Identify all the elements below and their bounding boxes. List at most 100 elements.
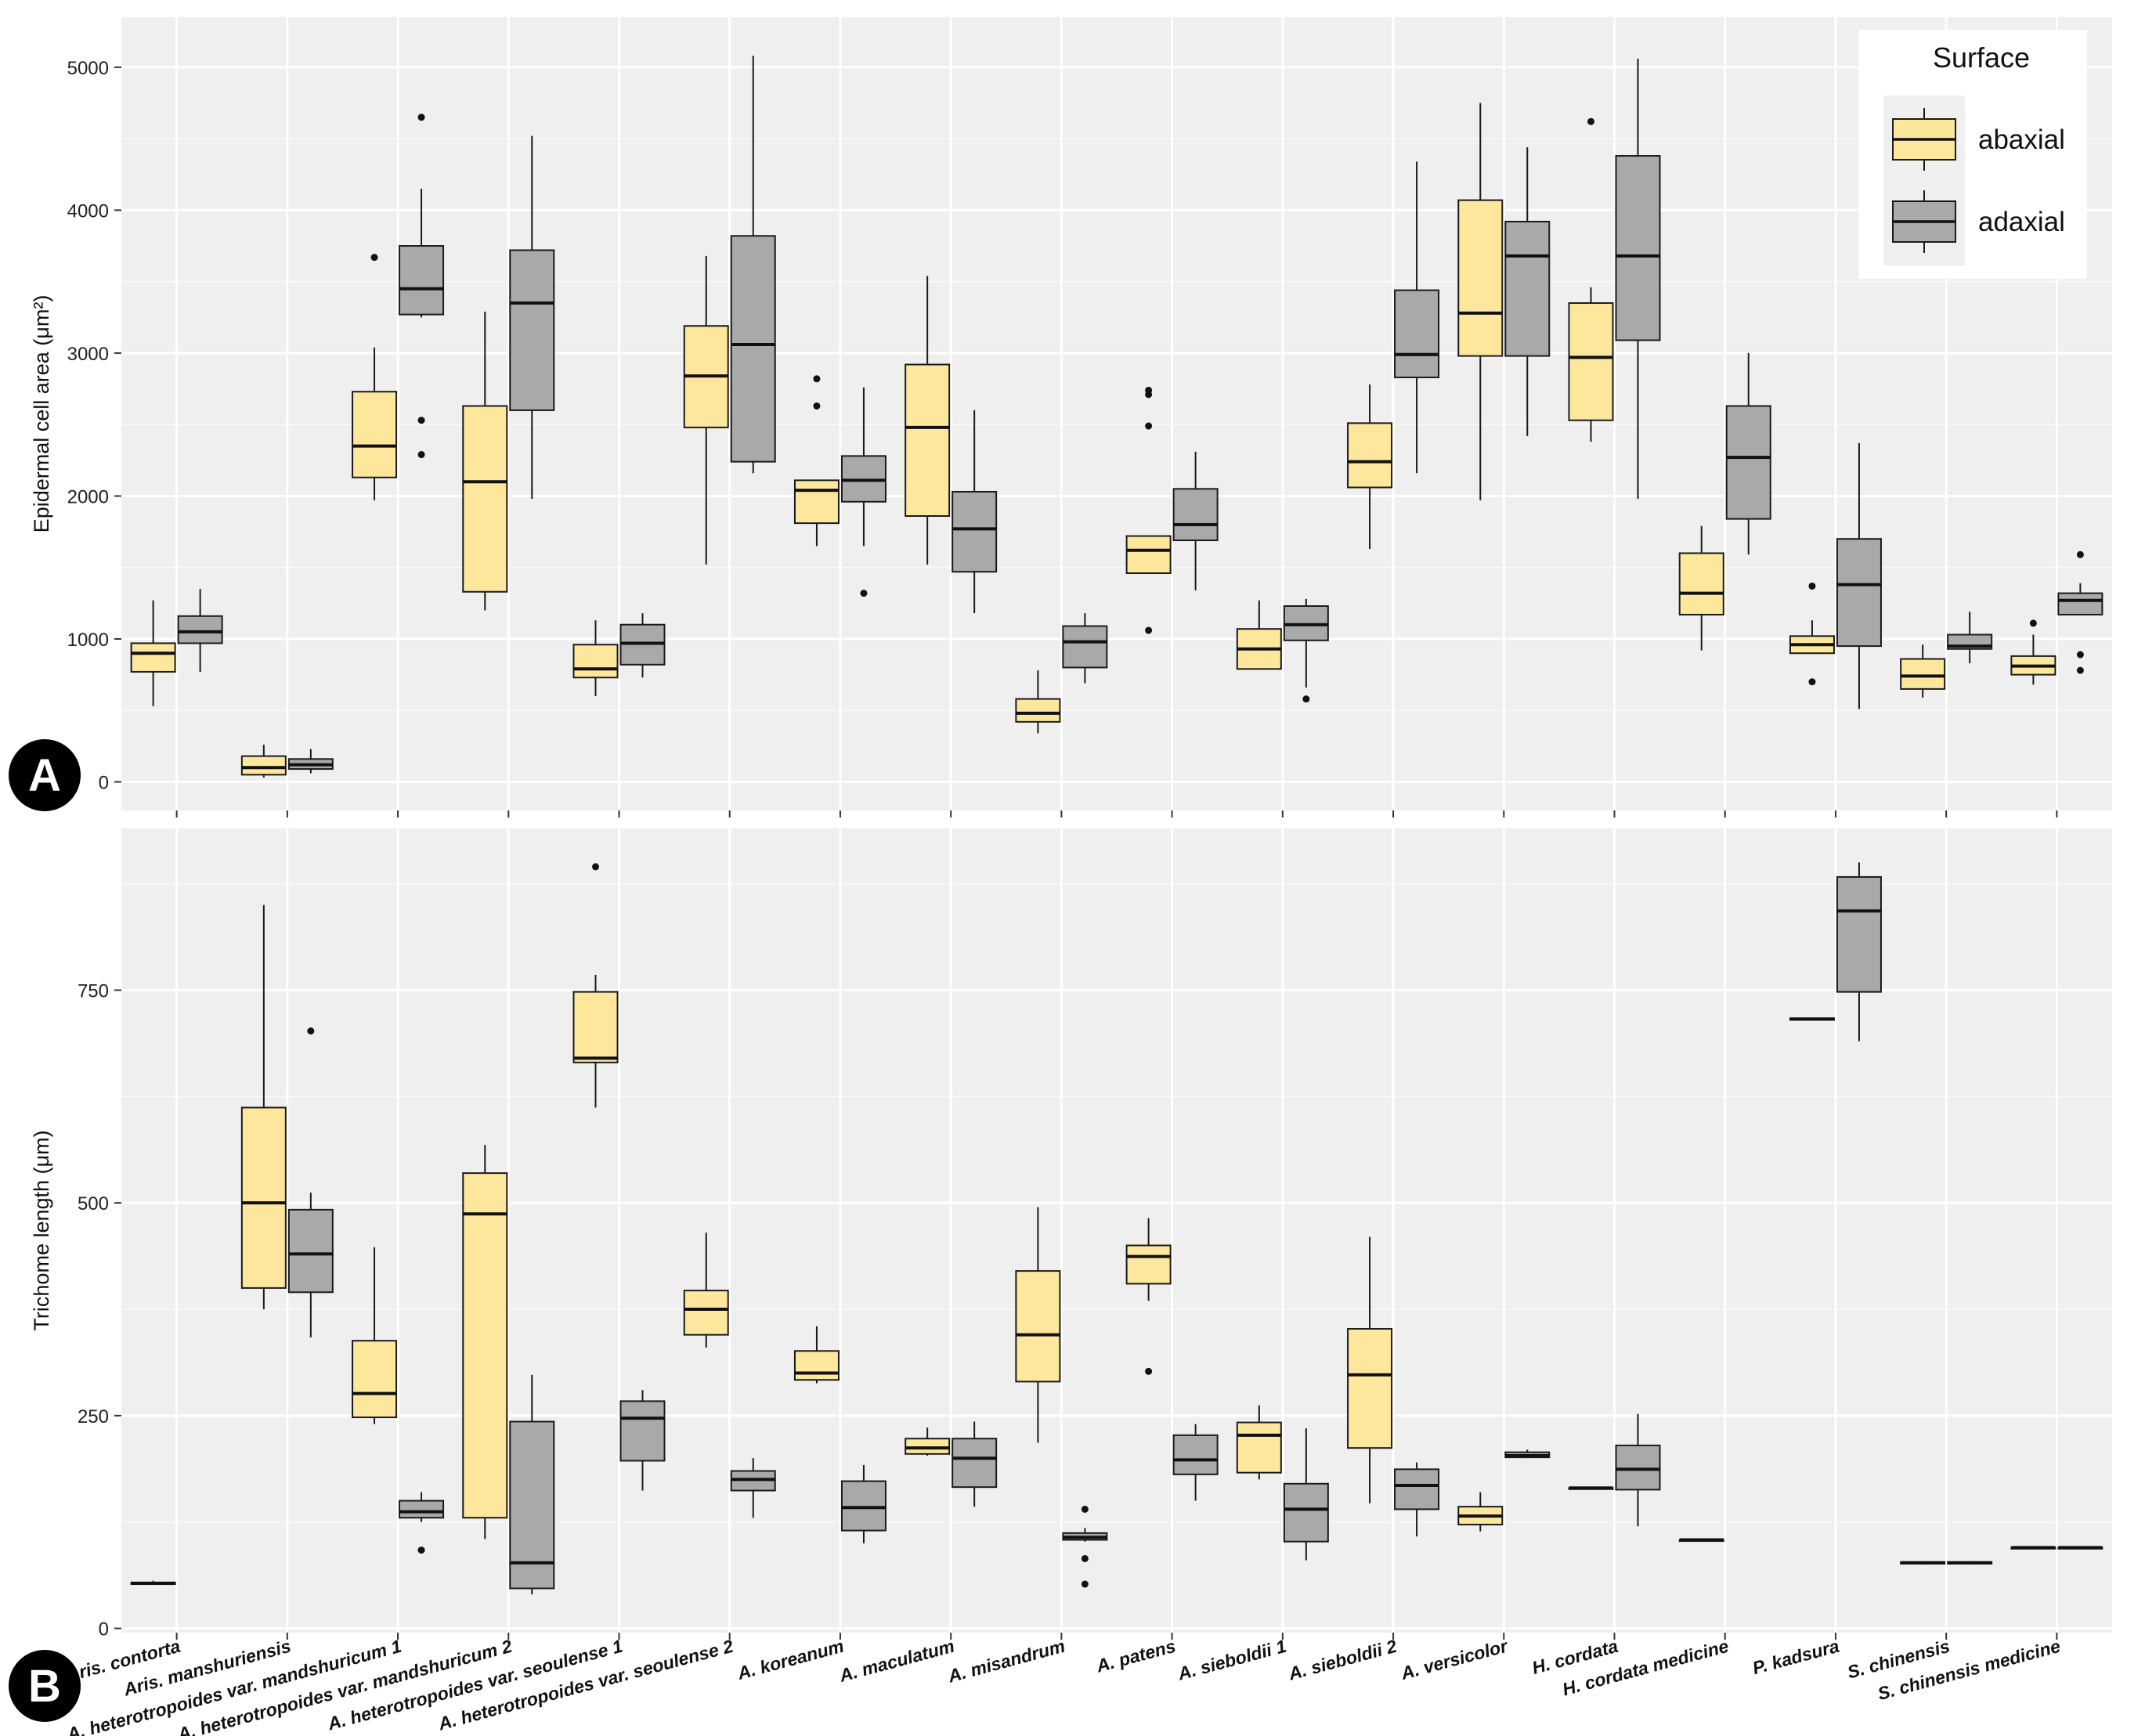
- box-adaxial-8: [952, 410, 998, 614]
- box-iqr: [572, 991, 619, 1063]
- outlier-point: [417, 1547, 425, 1554]
- box-iqr: [952, 490, 998, 573]
- legend-title: Surface: [1933, 42, 2030, 74]
- outlier-point: [860, 590, 868, 597]
- panel-label-text: B: [28, 1661, 61, 1712]
- box-adaxial-18: [2057, 1546, 2103, 1550]
- outlier-point: [1587, 117, 1594, 125]
- box-abaxial-15: [1678, 525, 1724, 651]
- outlier-point: [417, 114, 425, 121]
- box-abaxial-11: [1236, 1405, 1282, 1480]
- y-tick-label: 250: [78, 1406, 109, 1427]
- box-adaxial-14: [1615, 1413, 1661, 1527]
- box-adaxial-16: [1836, 862, 1882, 1041]
- box-iqr: [1125, 535, 1172, 575]
- box-abaxial-6: [683, 1233, 729, 1348]
- box-adaxial-7: [840, 387, 887, 597]
- box-abaxial-10: [1125, 1218, 1172, 1375]
- box-abaxial-11: [1236, 600, 1282, 670]
- legend-entry-adaxial: adaxial: [1883, 178, 2065, 265]
- box-adaxial-11: [1283, 598, 1329, 703]
- box-adaxial-10: [1172, 451, 1219, 590]
- box-adaxial-18: [2057, 550, 2103, 674]
- box-iqr: [1015, 698, 1061, 723]
- box-iqr: [1283, 1482, 1329, 1543]
- legend-label: abaxial: [1978, 125, 2065, 155]
- outlier-point: [2076, 651, 2084, 659]
- box-iqr: [793, 1350, 840, 1381]
- box-adaxial-8: [952, 1421, 998, 1507]
- box-adaxial-6: [730, 56, 776, 474]
- box-iqr: [1725, 405, 1771, 520]
- panel-label-B: B: [9, 1650, 81, 1722]
- box-iqr: [1172, 1434, 1219, 1475]
- panel-background: [121, 17, 2112, 810]
- box-abaxial-1: [130, 1580, 176, 1586]
- box-iqr: [1394, 289, 1440, 378]
- box-abaxial-17: [1900, 644, 1946, 698]
- y-tick-label: 3000: [67, 344, 109, 365]
- box-iqr: [1615, 1444, 1661, 1491]
- box-adaxial-6: [730, 1458, 776, 1518]
- box-abaxial-13: [1457, 1492, 1504, 1532]
- outlier-point: [417, 451, 425, 459]
- box-abaxial-9: [1015, 1207, 1061, 1443]
- y-axis-title: Trichome length (μm): [30, 1130, 53, 1330]
- outlier-point: [2076, 550, 2084, 558]
- y-tick-label: 5000: [67, 58, 109, 79]
- box-iqr: [1172, 488, 1219, 542]
- box-iqr: [352, 391, 398, 478]
- outlier-point: [2029, 619, 2037, 627]
- outlier-point: [1145, 1367, 1153, 1375]
- box-iqr: [840, 1480, 887, 1532]
- box-abaxial-2: [240, 745, 287, 778]
- box-iqr: [399, 245, 445, 316]
- series-adaxial: [177, 56, 2103, 774]
- panel-label-A: A: [9, 739, 81, 811]
- box-iqr: [240, 1106, 287, 1289]
- box-abaxial-8: [905, 1427, 951, 1456]
- box-abaxial-10: [1125, 386, 1172, 634]
- outlier-point: [1808, 582, 1816, 590]
- box-adaxial-17: [1947, 612, 1993, 664]
- box-iqr: [1615, 155, 1661, 341]
- box-iqr: [683, 1290, 729, 1336]
- box-iqr: [509, 249, 555, 411]
- box-iqr: [1347, 422, 1393, 489]
- box-abaxial-12: [1347, 1236, 1393, 1503]
- box-iqr: [1125, 1244, 1172, 1285]
- box-iqr: [1504, 221, 1551, 357]
- outlier-point: [1145, 626, 1153, 634]
- box-iqr: [793, 479, 840, 525]
- box-iqr: [287, 1208, 334, 1294]
- box-iqr: [462, 405, 508, 593]
- y-tick-label: 2000: [67, 486, 109, 507]
- box-iqr: [1394, 1468, 1440, 1510]
- box-abaxial-4: [462, 1145, 508, 1539]
- y-tick-label: 0: [99, 772, 109, 793]
- panel-B: 0 250 500 750 Trichome length (μm): [30, 828, 2112, 1640]
- box-iqr: [730, 235, 776, 463]
- box-abaxial-5: [572, 620, 619, 696]
- box-iqr: [1347, 1328, 1393, 1449]
- y-tick-label: 4000: [67, 200, 109, 222]
- box-abaxial-18: [2010, 619, 2057, 685]
- box-iqr: [1836, 875, 1882, 993]
- legend-label: adaxial: [1978, 207, 2065, 237]
- box-adaxial-1: [177, 589, 223, 672]
- box-adaxial-16: [1836, 442, 1882, 709]
- box-abaxial-7: [793, 1326, 840, 1384]
- box-iqr: [1836, 538, 1882, 648]
- panel-labels: AB: [9, 739, 81, 1722]
- legend: Surface abaxial adaxial: [1858, 30, 2087, 279]
- box-abaxial-6: [683, 255, 729, 565]
- box-adaxial-12: [1394, 161, 1440, 474]
- box-abaxial-14: [1568, 117, 1614, 442]
- box-abaxial-15: [1678, 1538, 1724, 1543]
- box-adaxial-9: [1062, 613, 1108, 684]
- box-iqr: [130, 642, 176, 673]
- box-adaxial-11: [1283, 1428, 1329, 1561]
- box-adaxial-5: [619, 1390, 666, 1491]
- panel-background: [121, 828, 2112, 1633]
